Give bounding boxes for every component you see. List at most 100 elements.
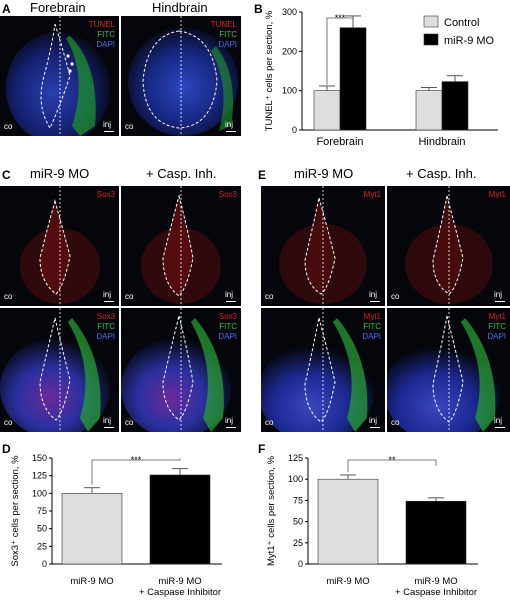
inj-label: inj (493, 290, 502, 299)
y-tick-label: 150 (32, 453, 47, 463)
channel-label-myt1: Myt1 (363, 190, 381, 199)
channel-legend-c4: Sox3 FITC DAPI (218, 312, 237, 341)
x-tick-label: Forebrain (316, 136, 363, 148)
micrograph-hindbrain-tunel: TUNEL FITC DAPI co inj (121, 16, 241, 136)
micrograph-sox3-merge-casp: Sox3 FITC DAPI co inj (121, 308, 241, 432)
bar (317, 478, 379, 565)
legend-label: miR-9 MO (444, 35, 495, 47)
micrograph-myt1-mo: Myt1 co inj (261, 186, 385, 306)
scale-bar (370, 301, 380, 302)
channel-legend-e4: Myt1 FITC DAPI (487, 312, 506, 341)
panel-label-f: F (258, 442, 266, 456)
panel-label-b: B (254, 2, 263, 16)
y-tick-label: 25 (293, 538, 303, 548)
bar (441, 81, 469, 131)
co-label: co (391, 418, 400, 427)
inj-label: inj (224, 416, 233, 425)
significance-bracket (347, 459, 437, 472)
scale-bar (104, 427, 114, 428)
scale-bar (226, 427, 236, 428)
scale-bar (104, 131, 114, 132)
x-tick-label: Hindbrain (418, 136, 465, 148)
significance-marker: *** (131, 455, 142, 465)
scale-bar (104, 301, 114, 302)
scale-bar (226, 301, 236, 302)
y-tick-label: 100 (288, 474, 303, 484)
micrograph-sox3-mo: Sox3 co inj (0, 186, 119, 306)
y-tick-label: 100 (282, 86, 297, 96)
y-tick-label: 200 (282, 46, 297, 56)
chart-b: 0 100 200 300 TUNEL⁺ cells per section, % For… (264, 7, 498, 148)
y-tick-label: 0 (42, 559, 47, 569)
bar (339, 27, 367, 131)
scale-bar (495, 427, 505, 428)
panel-label-a: A (2, 2, 11, 16)
y-tick-label: 125 (288, 453, 303, 463)
co-label: co (265, 292, 274, 301)
co-label: co (4, 418, 13, 427)
inj-label: inj (102, 416, 111, 425)
panel-a-header-hindbrain: Hindbrain (152, 0, 208, 15)
micrograph-forebrain-tunel: TUNEL FITC DAPI co inj (0, 16, 119, 136)
x-tick-label: miR-9 MO (158, 576, 201, 587)
bar (149, 474, 211, 565)
panel-a-header-forebrain: Forebrain (30, 0, 86, 15)
micrograph-myt1-casp: Myt1 co inj (387, 186, 510, 306)
bar (415, 90, 443, 131)
y-tick-label: 75 (293, 495, 303, 505)
y-axis-label: Myt1⁺ cells per section, % (266, 455, 277, 566)
legend-swatch (423, 15, 439, 28)
co-label: co (391, 292, 400, 301)
bar (405, 500, 467, 565)
inj-label: inj (224, 290, 233, 299)
scale-bar (495, 301, 505, 302)
bar (313, 90, 341, 131)
y-axis-label: Sox3⁺ cells per section, % (10, 455, 21, 567)
channel-legend-a2: TUNEL FITC DAPI (210, 20, 237, 49)
scale-bar (226, 131, 236, 132)
inj-label: inj (102, 120, 111, 129)
co-label: co (265, 418, 274, 427)
y-tick-label: 75 (37, 506, 47, 516)
panel-e-header-casp: + Casp. Inh. (406, 166, 477, 181)
panel-label-c: C (2, 168, 11, 182)
inj-label: inj (493, 416, 502, 425)
channel-label-sox3: Sox3 (218, 190, 237, 199)
chart-f: 0 25 50 75 100 125 Myt1⁺ cells per section, % m… (266, 453, 478, 598)
channel-legend-c3: Sox3 FITC DAPI (96, 312, 115, 341)
x-tick-label: + Caspase Inhibitor (395, 587, 477, 598)
legend-swatch (423, 33, 439, 46)
x-tick-label: + Caspase Inhibitor (139, 587, 221, 598)
panel-e-header-mo: miR-9 MO (294, 166, 354, 181)
co-label: co (4, 122, 13, 131)
channel-legend-a1: TUNEL FITC DAPI (88, 20, 115, 49)
inj-label: inj (368, 290, 377, 299)
y-tick-label: 25 (37, 541, 47, 551)
significance-marker: *** (335, 13, 346, 23)
micrograph-sox3-merge-mo: Sox3 FITC DAPI co inj (0, 308, 119, 432)
significance-bracket (91, 458, 181, 485)
co-label: co (4, 292, 13, 301)
x-tick-label: miR-9 MO (414, 576, 457, 587)
channel-label-sox3: Sox3 (96, 190, 115, 199)
micrograph-myt1-merge-mo: Myt1 FITC DAPI co inj (261, 308, 385, 432)
y-tick-label: 0 (298, 559, 303, 569)
x-tick-label: miR-9 MO (70, 576, 113, 587)
y-tick-label: 125 (32, 471, 47, 481)
co-label: co (125, 418, 134, 427)
inj-label: inj (102, 290, 111, 299)
panel-c-header-casp: + Casp. Inh. (146, 166, 217, 181)
panel-c-header-mo: miR-9 MO (30, 166, 90, 181)
y-tick-label: 50 (293, 517, 303, 527)
y-tick-label: 300 (282, 7, 297, 17)
micrograph-sox3-casp: Sox3 co inj (121, 186, 241, 306)
panel-label-d: D (2, 442, 11, 456)
channel-legend-e3: Myt1 FITC DAPI (362, 312, 381, 341)
y-tick-label: 50 (37, 524, 47, 534)
y-tick-label: 0 (292, 125, 297, 135)
significance-bracket (326, 17, 354, 85)
channel-label-myt1: Myt1 (488, 190, 506, 199)
inj-label: inj (224, 120, 233, 129)
scale-bar (370, 427, 380, 428)
significance-marker: ** (388, 455, 396, 465)
